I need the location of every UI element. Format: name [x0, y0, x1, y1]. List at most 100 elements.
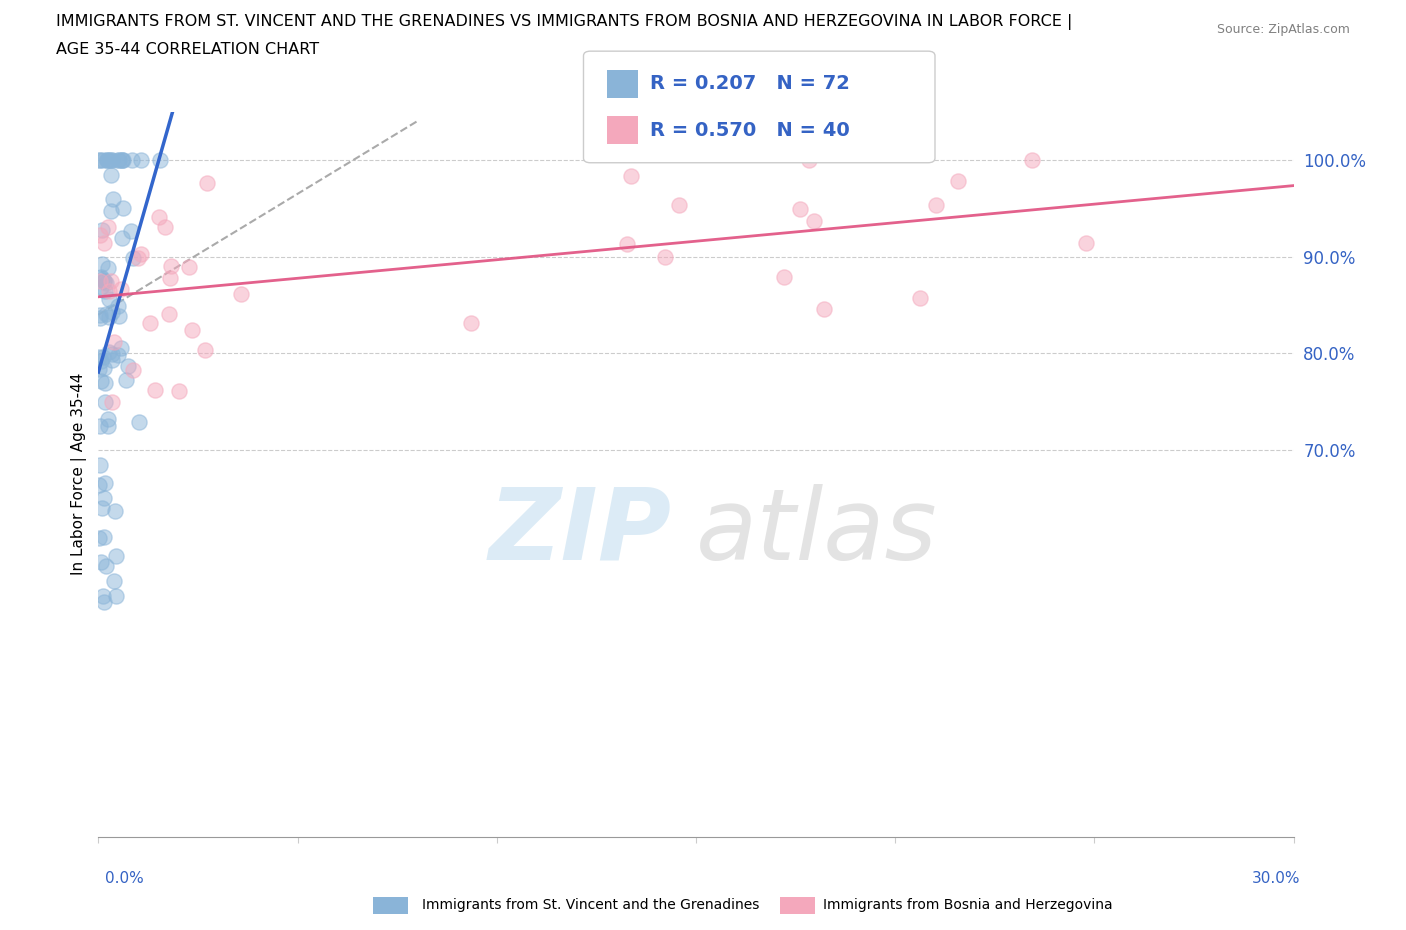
Point [179, 259, 201, 274]
Point [105, 549, 128, 564]
Point [100, 153, 122, 167]
Text: Immigrants from Bosnia and Herzegovina: Immigrants from Bosnia and Herzegovina [823, 897, 1112, 912]
Point [773, 270, 796, 285]
Point [91, 272, 114, 286]
Point [121, 153, 143, 167]
Point [93, 235, 115, 250]
Point [96, 559, 118, 574]
Point [111, 153, 134, 167]
Point [100, 167, 122, 182]
Point [89, 153, 111, 167]
Point [101, 346, 124, 361]
Point [89, 530, 111, 545]
Point [108, 153, 131, 167]
Point [110, 340, 132, 355]
Point [122, 250, 145, 265]
Point [668, 197, 690, 212]
Point [197, 176, 219, 191]
Point [89, 350, 111, 365]
Point [169, 383, 191, 398]
Point [143, 383, 166, 398]
Point [100, 153, 122, 167]
Point [803, 214, 825, 229]
Point [108, 309, 131, 324]
Point [91, 350, 114, 365]
Point [799, 153, 821, 167]
Text: R = 0.570   N = 40: R = 0.570 N = 40 [650, 121, 849, 140]
Text: R = 0.207   N = 72: R = 0.207 N = 72 [650, 74, 849, 93]
Point [94, 394, 117, 409]
Point [96, 153, 118, 167]
Point [98, 310, 121, 325]
Point [620, 168, 643, 183]
Point [180, 323, 202, 338]
Point [89, 153, 111, 167]
Point [97, 219, 120, 234]
Point [90, 374, 112, 389]
Point [948, 174, 970, 189]
Point [93, 594, 115, 609]
Point [97, 284, 120, 299]
Point [90, 353, 112, 368]
Point [96, 153, 118, 167]
Point [90, 222, 112, 237]
Point [93, 273, 115, 288]
Text: IMMIGRANTS FROM ST. VINCENT AND THE GRENADINES VS IMMIGRANTS FROM BOSNIA AND HER: IMMIGRANTS FROM ST. VINCENT AND THE GREN… [56, 14, 1073, 30]
Text: AGE 35-44 CORRELATION CHART: AGE 35-44 CORRELATION CHART [56, 42, 319, 57]
Point [129, 153, 152, 167]
Point [107, 299, 129, 313]
Point [231, 286, 253, 301]
Point [120, 223, 142, 238]
Point [101, 352, 124, 367]
Text: 30.0%: 30.0% [1253, 871, 1301, 886]
Point [103, 574, 125, 589]
Text: atlas: atlas [696, 484, 938, 581]
Point [110, 282, 132, 297]
Point [122, 362, 145, 377]
Point [111, 201, 134, 216]
Point [924, 197, 946, 212]
Point [100, 274, 122, 289]
Point [93, 530, 115, 545]
Point [90, 554, 112, 569]
Point [101, 192, 124, 206]
Point [93, 490, 115, 505]
Point [129, 246, 152, 261]
Point [111, 230, 134, 245]
Point [127, 251, 149, 266]
Point [107, 153, 129, 167]
Point [90, 270, 112, 285]
Point [89, 311, 111, 325]
Point [1021, 153, 1043, 167]
Point [89, 227, 111, 242]
Point [157, 307, 180, 322]
Point [128, 415, 150, 430]
Point [91, 257, 114, 272]
Point [98, 153, 121, 167]
Point [616, 236, 638, 251]
Point [111, 153, 134, 167]
Text: 0.0%: 0.0% [105, 871, 145, 886]
Point [101, 305, 124, 320]
Text: ZIP: ZIP [489, 484, 672, 581]
Point [89, 362, 111, 377]
Point [1074, 236, 1097, 251]
Point [89, 458, 111, 472]
Point [91, 500, 114, 515]
Point [114, 373, 136, 388]
Point [138, 316, 160, 331]
Point [107, 347, 129, 362]
Point [654, 250, 676, 265]
Point [117, 358, 139, 373]
Text: Source: ZipAtlas.com: Source: ZipAtlas.com [1216, 23, 1350, 36]
Point [111, 153, 134, 167]
Point [148, 210, 170, 225]
Point [93, 361, 115, 376]
Point [97, 292, 120, 307]
Point [908, 290, 931, 305]
Point [89, 273, 111, 288]
Point [100, 204, 122, 219]
Point [93, 589, 115, 604]
Point [94, 283, 117, 298]
Point [90, 280, 112, 295]
